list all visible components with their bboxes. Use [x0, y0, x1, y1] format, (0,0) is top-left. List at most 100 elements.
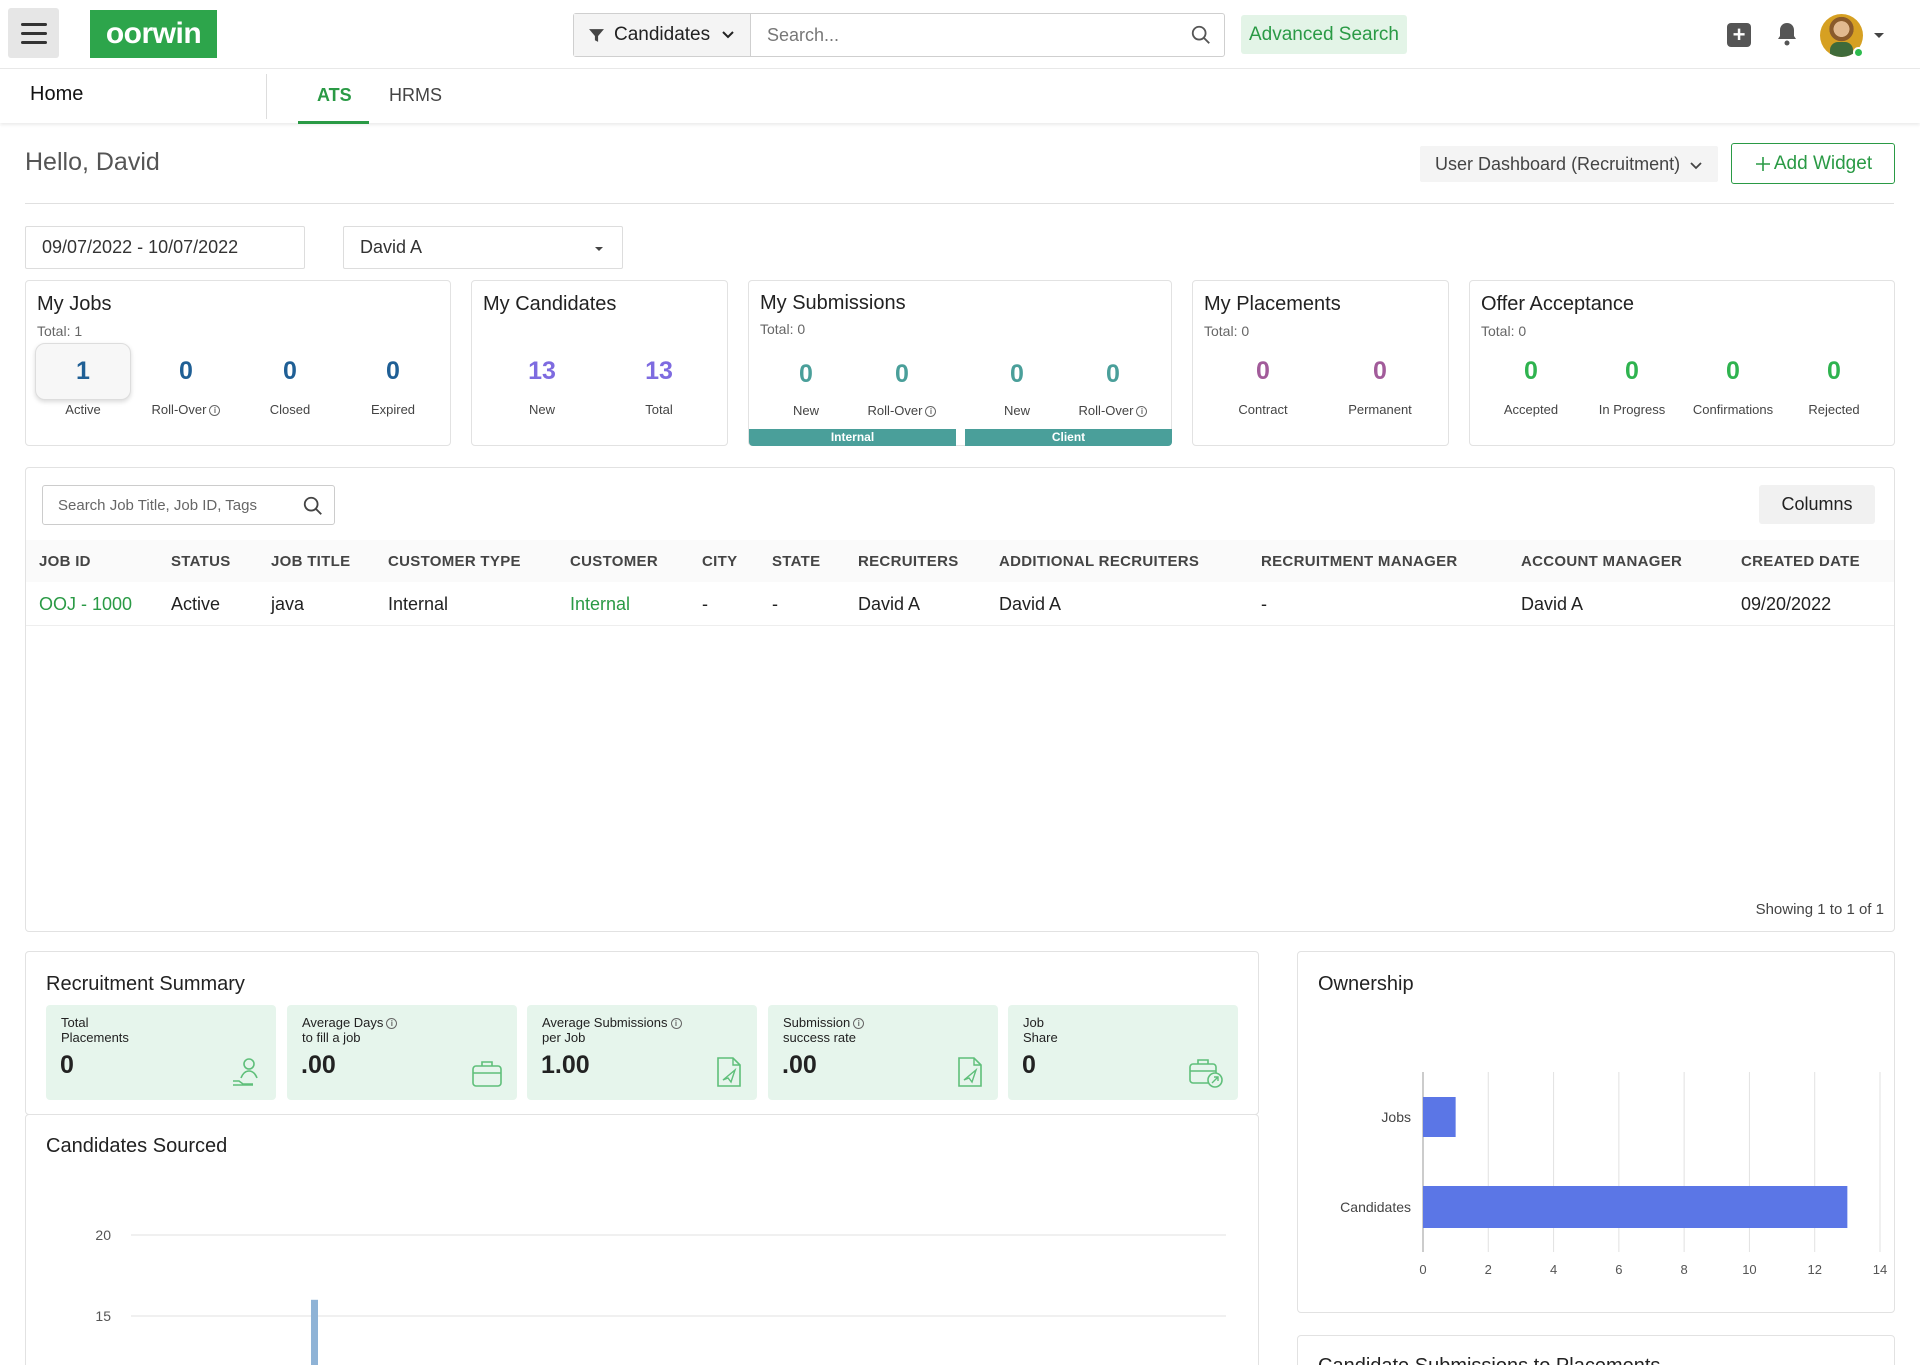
stat-new[interactable]: 13 New [492, 357, 592, 417]
search-icon[interactable] [302, 495, 324, 517]
y-tick-label: 15 [95, 1308, 111, 1324]
data-mark [311, 1299, 318, 1365]
logo-text: oorwin [105, 17, 202, 50]
stat-permanent[interactable]: 0 Permanent [1330, 357, 1430, 417]
document-send-icon [958, 1057, 982, 1087]
hamburger-menu-button[interactable] [8, 8, 59, 58]
cell-recruiters: David A [858, 594, 921, 614]
search-input[interactable] [751, 14, 1181, 56]
info-icon[interactable]: i [386, 1018, 398, 1029]
info-icon[interactable]: i [670, 1018, 682, 1029]
stat-label: Expired [370, 402, 416, 417]
stat-in-progress[interactable]: 0 In Progress [1582, 357, 1682, 417]
column-header[interactable]: CREATED DATE [1741, 553, 1860, 570]
tile-value: 0 [60, 1051, 74, 1079]
customer-link[interactable]: Internal [570, 594, 631, 614]
tile-label: Job Share [1023, 1015, 1058, 1045]
info-icon[interactable]: i [853, 1018, 865, 1029]
stat-expired[interactable]: 0 Expired [343, 357, 443, 417]
stat-closed[interactable]: 0 Closed [240, 357, 340, 417]
column-header[interactable]: JOB TITLE [271, 553, 351, 570]
x-tick-label: 0 [1419, 1262, 1426, 1277]
summary-tile-job-share[interactable]: Job Share 0 [1008, 1005, 1238, 1100]
stat-roll-over[interactable]: 0 Roll-Over i [136, 357, 236, 417]
advanced-search-button[interactable]: Advanced Search [1241, 15, 1407, 54]
stat-value: 0 [386, 357, 400, 385]
column-header[interactable]: CITY [702, 553, 738, 570]
table-header: JOB ID STATUS JOB TITLE CUSTOMER TYPE CU… [26, 540, 1894, 582]
column-header[interactable]: JOB ID [39, 553, 91, 570]
top-bar: oorwin Candidates Advanced Search + [0, 0, 1920, 69]
bar [1423, 1186, 1848, 1228]
stat-internal-roll-over[interactable]: 0 Roll-Over i [852, 360, 952, 418]
cell-customer-type: Internal [388, 594, 449, 614]
cell-city: - [702, 594, 708, 614]
tab-ats[interactable]: ATS [317, 85, 352, 105]
stat-value: 1 [76, 357, 90, 385]
stat-rejected[interactable]: 0 Rejected [1784, 357, 1884, 417]
column-header[interactable]: CUSTOMER TYPE [388, 553, 521, 570]
x-tick-label: 14 [1873, 1262, 1887, 1277]
cell-state: - [772, 594, 778, 614]
tile-label: Average Days i to fill a job [302, 1015, 398, 1045]
summary-tile-total-placements[interactable]: Total Placements 0 [46, 1005, 276, 1100]
summary-tile-avg-submissions[interactable]: Average Submissions i per Job 1.00 [527, 1005, 757, 1100]
stat-label: Rejected [1808, 402, 1860, 417]
info-icon[interactable]: i [209, 405, 221, 416]
user-avatar[interactable] [1820, 14, 1863, 57]
search-type-dropdown[interactable]: Candidates [574, 14, 751, 56]
add-widget-button[interactable]: Add Widget [1731, 143, 1895, 184]
stat-contract[interactable]: 0 Contract [1213, 357, 1313, 417]
stat-client-new[interactable]: 0 New [967, 360, 1067, 418]
stat-accepted[interactable]: 0 Accepted [1481, 357, 1581, 417]
column-header[interactable]: RECRUITMENT MANAGER [1261, 553, 1458, 570]
online-status-dot [1853, 47, 1864, 58]
date-range-picker[interactable]: 09/07/2022 - 10/07/2022 [25, 226, 305, 269]
stat-label: In Progress [1598, 402, 1666, 417]
column-header[interactable]: STATE [772, 553, 821, 570]
tile-value: 0 [1022, 1051, 1036, 1079]
stat-internal-new[interactable]: 0 New [756, 360, 856, 418]
client-band: Client [965, 429, 1172, 446]
column-header[interactable]: ACCOUNT MANAGER [1521, 553, 1683, 570]
pagination-info: Showing 1 to 1 of 1 [1755, 901, 1884, 918]
stat-total[interactable]: 13 Total [609, 357, 709, 417]
candidate-submissions-panel: Candidate Submissions to Placements [1297, 1335, 1895, 1365]
info-icon[interactable]: i [1136, 406, 1148, 417]
summary-tile-avg-days[interactable]: Average Days i to fill a job .00 [287, 1005, 517, 1100]
stat-client-roll-over[interactable]: 0 Roll-Over i [1063, 360, 1163, 418]
column-header[interactable]: CUSTOMER [570, 553, 658, 570]
summary-tile-success-rate[interactable]: Submission i success rate .00 [768, 1005, 998, 1100]
job-id-link[interactable]: OOJ - 1000 [39, 594, 133, 614]
x-tick-label: 10 [1742, 1262, 1756, 1277]
global-search: Candidates [573, 13, 1225, 57]
active-highlight [35, 343, 131, 400]
stat-confirmations[interactable]: 0 Confirmations [1683, 357, 1783, 417]
bell-icon[interactable] [1775, 21, 1799, 47]
my-jobs-card: My Jobs Total: 1 1 Active 0 Roll-Over i 0… [25, 280, 451, 446]
user-filter-value: David A [360, 237, 423, 257]
user-filter-dropdown[interactable]: David A [343, 226, 623, 269]
info-icon[interactable]: i [925, 406, 937, 417]
caret-down-icon[interactable] [1874, 33, 1884, 38]
stat-value: 0 [1524, 357, 1538, 385]
table-row: OOJ - 1000 Active java Internal Internal… [26, 582, 1894, 626]
columns-button[interactable]: Columns [1759, 485, 1875, 524]
column-header[interactable]: STATUS [171, 553, 231, 570]
cell-status: Active [171, 594, 221, 614]
card-title: My Jobs [37, 293, 112, 315]
search-icon[interactable] [1190, 24, 1212, 46]
category-label: Jobs [1381, 1109, 1411, 1125]
oorwin-logo[interactable]: oorwin [90, 10, 217, 58]
stat-active[interactable]: 1 Active [33, 357, 133, 417]
column-header[interactable]: ADDITIONAL RECRUITERS [999, 553, 1200, 570]
column-header[interactable]: RECRUITERS [858, 553, 959, 570]
job-search-input[interactable] [43, 486, 293, 524]
tab-hrms[interactable]: HRMS [389, 85, 442, 105]
dashboard-selector[interactable]: User Dashboard (Recruitment) [1420, 146, 1718, 182]
home-link[interactable]: Home [30, 83, 84, 105]
quick-add-icon[interactable]: + [1727, 23, 1751, 47]
filter-icon [589, 28, 604, 42]
stat-value: 0 [799, 360, 813, 388]
